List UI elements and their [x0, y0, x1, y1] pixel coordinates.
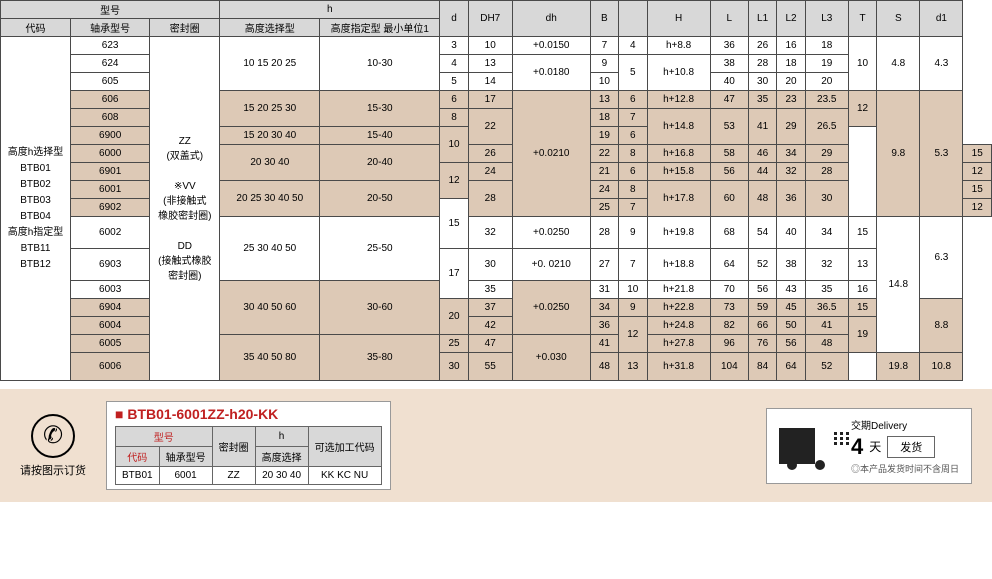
hdr-seal: 密封圈: [150, 19, 220, 37]
table-row: 6901 1224216h+15.85644322812: [1, 163, 992, 181]
hdr-Bv: [619, 1, 647, 37]
table-row: 高度h选择型BTB01BTB02BTB03BTB04高度h指定型BTB11BTB…: [1, 37, 992, 55]
table-row: 6003 30 40 50 6030-60 35+0.02503110h+21.…: [1, 281, 992, 299]
hdr-dh: dh: [512, 1, 590, 37]
hdr-d: d: [440, 1, 468, 37]
table-row: 6005 35 40 50 8035-80 2547+0.03041h+27.8…: [1, 335, 992, 353]
table-row: 605 5141040302020: [1, 73, 992, 91]
order-table: 型号密封圈h可选加工代码 代码轴承型号高度选择 BTB016001ZZ20 30…: [115, 426, 382, 485]
hdr-hsel: 高度选择型: [220, 19, 320, 37]
delivery-label: 交期Delivery: [851, 417, 959, 432]
hdr-hspec: 高度指定型 最小单位1: [320, 19, 440, 37]
table-row: 606 15 20 25 3015-30 617+0.0210136h+12.8…: [1, 91, 992, 109]
hdr-L3: L3: [805, 1, 848, 37]
hdr-L1: L1: [748, 1, 776, 37]
table-row: 6006 30554813h+31.810484645219.810.8: [1, 353, 992, 381]
hdr-B: B: [590, 1, 618, 37]
order-example: BTB01-6001ZZ-h20-KK 型号密封圈h可选加工代码 代码轴承型号高…: [106, 401, 391, 490]
seal-cell: ZZ(双盖式)※VV(非接触式橡胶密封圈)DD(接触式橡胶密封圈): [150, 37, 220, 381]
hdr-L: L: [710, 1, 748, 37]
order-instruction: 请按图示订货: [20, 462, 86, 478]
phone-section: ✆ 请按图示订货: [20, 414, 86, 478]
table-row: 6904 2037349h+22.873594536.5158.8: [1, 299, 992, 317]
hdr-L2: L2: [777, 1, 805, 37]
hdr-S: S: [877, 1, 920, 37]
table-row: 6001 20 25 30 40 5020-50 28248h+17.86048…: [1, 181, 992, 199]
table-row: 6002 25 30 40 5025-50 32+0.0250289h+19.8…: [1, 217, 992, 249]
hdr-T: T: [848, 1, 876, 37]
delivery-box: 交期Delivery 4 天 发货 ◎本产品发货时间不含周日: [766, 408, 972, 484]
hdr-DH7: DH7: [468, 1, 512, 37]
table-row: 6903 1730+0. 0210277h+18.86452383213: [1, 249, 992, 281]
code-cell: 高度h选择型BTB01BTB02BTB03BTB04高度h指定型BTB11BTB…: [1, 37, 71, 381]
delivery-note: ◎本产品发货时间不含周日: [851, 462, 959, 475]
order-code-title: BTB01-6001ZZ-h20-KK: [115, 406, 382, 422]
hdr-bearing: 轴承型号: [71, 19, 150, 37]
hdr-model: 型号: [1, 1, 220, 19]
spec-table: 型号 h d DH7 dh B H L L1 L2 L3 T S d1 代码 轴…: [0, 0, 992, 381]
hdr-code: 代码: [1, 19, 71, 37]
table-row: 6004 423612h+24.88266504119: [1, 317, 992, 335]
truck-icon: [779, 428, 839, 464]
delivery-days: 4: [851, 434, 863, 460]
delivery-info: 交期Delivery 4 天 发货 ◎本产品发货时间不含周日: [851, 417, 959, 475]
hdr-h: h: [220, 1, 440, 19]
order-footer: ✆ 请按图示订货 BTB01-6001ZZ-h20-KK 型号密封圈h可选加工代…: [0, 389, 992, 502]
table-row: 624 413+0.018095h+10.838281819: [1, 55, 992, 73]
hdr-d1: d1: [920, 1, 963, 37]
ship-label: 发货: [887, 436, 935, 458]
table-row: 6000 20 30 4020-40 26228h+16.85846342915: [1, 145, 992, 163]
hdr-H: H: [647, 1, 710, 37]
phone-icon: ✆: [31, 414, 75, 458]
table-row: 608 822187h+14.853412926.5: [1, 109, 992, 127]
delivery-unit: 天: [869, 438, 881, 455]
